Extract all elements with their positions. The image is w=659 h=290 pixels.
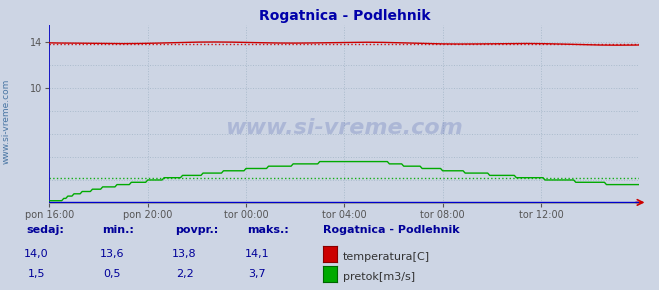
Text: temperatura[C]: temperatura[C] [343, 252, 430, 262]
Text: 3,7: 3,7 [248, 269, 266, 279]
Text: 14,0: 14,0 [24, 249, 49, 259]
Title: Rogatnica - Podlehnik: Rogatnica - Podlehnik [258, 10, 430, 23]
Text: 13,8: 13,8 [172, 249, 197, 259]
Text: pretok[m3/s]: pretok[m3/s] [343, 272, 415, 282]
Text: maks.:: maks.: [247, 225, 289, 235]
Text: 13,6: 13,6 [100, 249, 125, 259]
Text: povpr.:: povpr.: [175, 225, 218, 235]
Text: min.:: min.: [102, 225, 134, 235]
Text: 14,1: 14,1 [244, 249, 270, 259]
Text: www.si-vreme.com: www.si-vreme.com [225, 118, 463, 138]
Text: www.si-vreme.com: www.si-vreme.com [2, 79, 11, 164]
Text: sedaj:: sedaj: [26, 225, 64, 235]
Text: 0,5: 0,5 [103, 269, 121, 279]
Text: 1,5: 1,5 [28, 269, 45, 279]
Text: 2,2: 2,2 [176, 269, 193, 279]
Text: Rogatnica - Podlehnik: Rogatnica - Podlehnik [323, 225, 459, 235]
